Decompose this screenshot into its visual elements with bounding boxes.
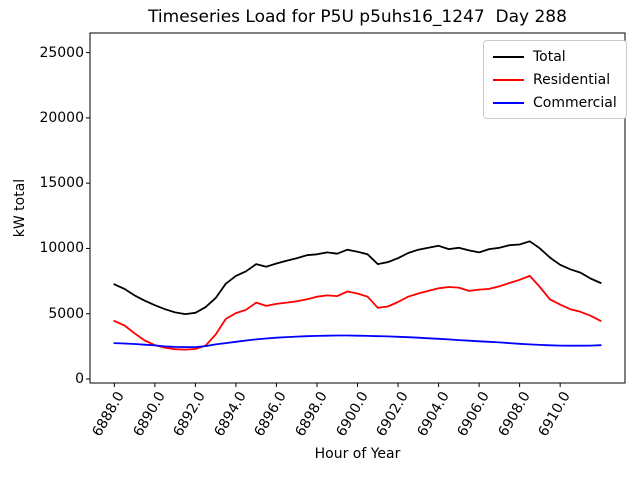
- y-tick-label: 15000: [39, 175, 84, 192]
- y-tick-label: 0: [75, 371, 84, 387]
- residential-series-line: [113, 274, 602, 351]
- legend-label: Residential: [533, 71, 611, 88]
- legend-line-residential: [493, 78, 524, 81]
- y-axis-label: kW total: [12, 178, 28, 238]
- legend-entry-residential: Residential: [493, 68, 617, 91]
- legend-line-total: [493, 55, 524, 58]
- x-axis-label: Hour of Year: [314, 446, 401, 462]
- legend-label: Total: [533, 48, 566, 65]
- legend-entry-total: Total: [493, 45, 617, 68]
- total-series-line: [113, 240, 602, 316]
- chart-title: Timeseries Load for P5U p5uhs16_1247 Day…: [148, 7, 567, 27]
- legend-label: Commercial: [533, 94, 617, 111]
- legend: Total Residential Commercial: [483, 40, 627, 119]
- y-tick-label: 10000: [39, 240, 84, 257]
- y-tick-label: 5000: [48, 305, 84, 322]
- legend-line-commercial: [493, 101, 524, 104]
- legend-entry-commercial: Commercial: [493, 91, 617, 114]
- y-tick-label: 25000: [39, 44, 84, 61]
- y-tick-label: 20000: [39, 109, 84, 126]
- commercial-series-line: [113, 334, 602, 349]
